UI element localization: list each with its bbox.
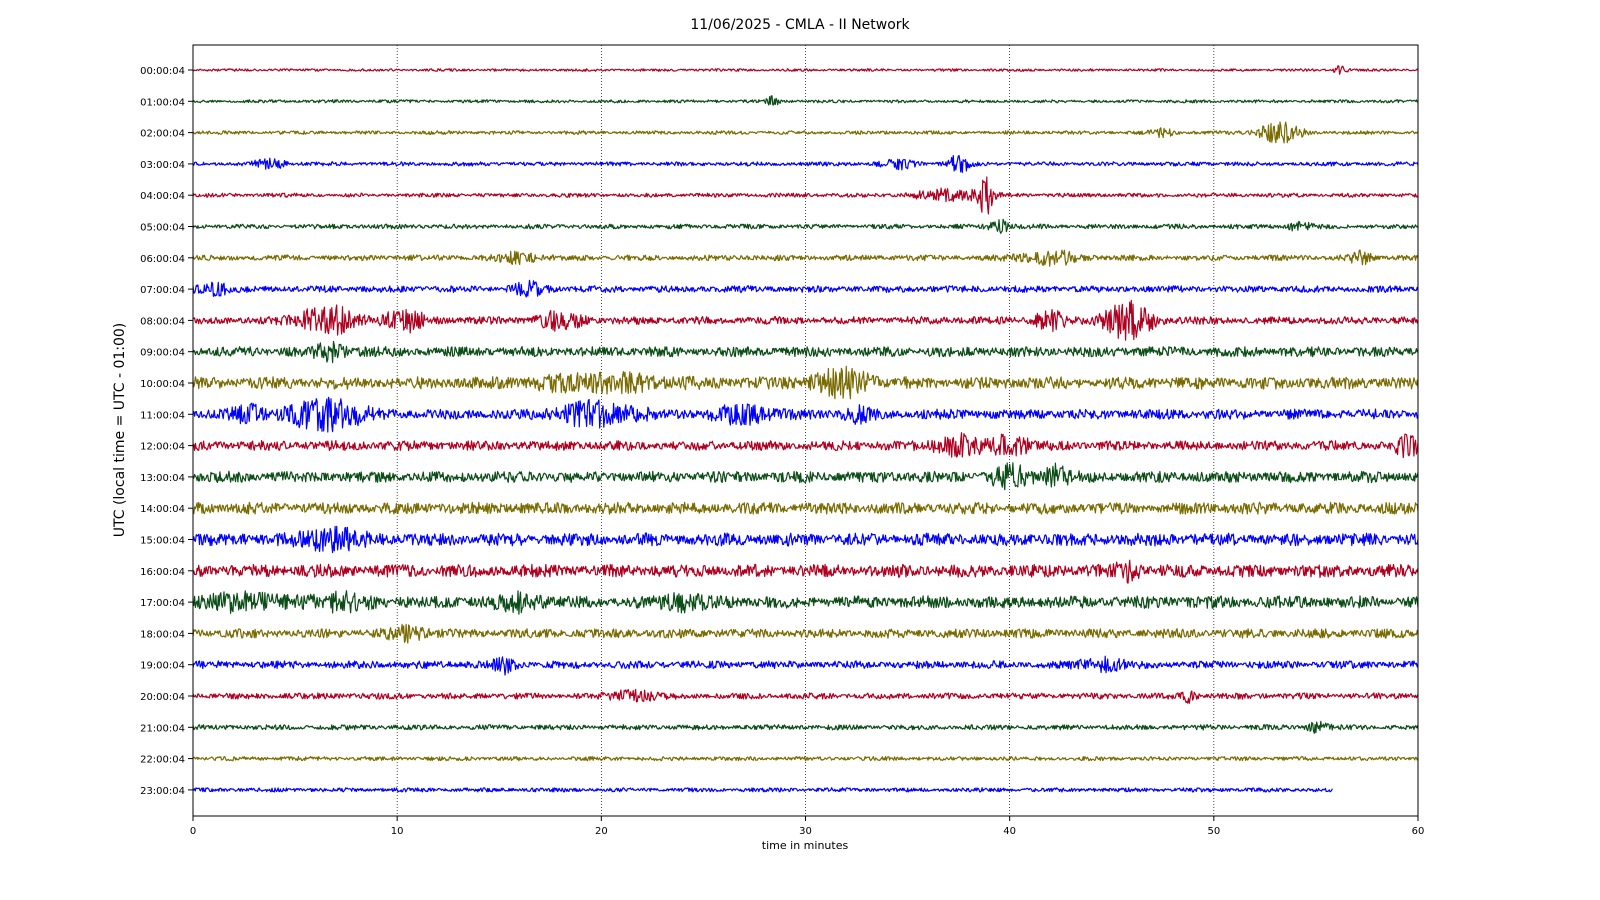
x-tick-label: 60 (1412, 826, 1425, 837)
y-tick-label: 18:00:04 (140, 629, 185, 640)
x-tick-label: 50 (1207, 826, 1220, 837)
x-tick-label: 0 (190, 826, 196, 837)
vertical-gridlines (396, 45, 1215, 816)
x-tick-label: 20 (595, 826, 608, 837)
trace-23-00-04 (192, 787, 1333, 793)
y-tick-label: 20:00:04 (140, 692, 185, 703)
trace-09-00-04 (192, 340, 1419, 364)
chart-title: 11/06/2025 - CMLA - II Network (690, 17, 910, 33)
trace-05-00-04 (192, 218, 1419, 234)
trace-02-00-04 (192, 121, 1419, 144)
y-tick-label: 17:00:04 (140, 598, 185, 609)
y-tick-label: 10:00:04 (140, 379, 185, 390)
trace-04-00-04 (192, 176, 1419, 215)
trace-03-00-04 (193, 154, 1419, 174)
y-tick-label: 11:00:04 (140, 410, 185, 421)
x-tick-label: 10 (391, 826, 404, 837)
x-axis-label: time in minutes (762, 839, 849, 852)
y-tick-label: 16:00:04 (140, 567, 185, 578)
trace-17-00-04 (193, 590, 1419, 615)
trace-11-00-04 (192, 396, 1419, 433)
y-tick-label: 09:00:04 (140, 348, 185, 359)
y-tick-label: 05:00:04 (140, 223, 185, 234)
trace-08-00-04 (192, 299, 1419, 341)
trace-06-00-04 (192, 249, 1419, 267)
y-tick-label: 13:00:04 (140, 473, 185, 484)
trace-01-00-04 (192, 95, 1419, 106)
y-tick-label: 02:00:04 (140, 129, 185, 140)
trace-12-00-04 (192, 432, 1419, 459)
y-tick-label: 00:00:04 (140, 66, 185, 77)
y-tick-labels: 00:00:04 01:00:04 02:00:04 03:00:04 04:00:04… (140, 66, 193, 797)
y-tick-label: 07:00:04 (140, 285, 185, 296)
y-tick-label: 12:00:04 (140, 442, 185, 453)
x-tick-label: 40 (1003, 826, 1016, 837)
trace-19-00-04 (192, 655, 1419, 676)
trace-14-00-04 (192, 501, 1419, 515)
trace-22-00-04 (192, 755, 1419, 762)
y-tick-label: 06:00:04 (140, 254, 185, 265)
trace-07-00-04 (192, 279, 1419, 298)
y-tick-label: 03:00:04 (140, 160, 185, 171)
trace-15-00-04 (192, 525, 1419, 554)
x-tick-label: 30 (799, 826, 812, 837)
trace-18-00-04 (192, 623, 1419, 644)
y-tick-label: 21:00:04 (140, 723, 185, 734)
trace-16-00-04 (192, 559, 1419, 584)
y-tick-label: 01:00:04 (140, 97, 185, 108)
seismogram-traces (192, 65, 1419, 793)
y-tick-label: 19:00:04 (140, 661, 185, 672)
y-tick-label: 14:00:04 (140, 504, 185, 515)
y-tick-label: 04:00:04 (140, 191, 185, 202)
trace-13-00-04 (192, 462, 1419, 491)
x-ticks: 0 10 20 30 40 50 60 (190, 816, 1425, 837)
plot-frame (192, 44, 1419, 817)
trace-21-00-04 (192, 720, 1419, 734)
trace-00-00-04 (192, 65, 1419, 75)
y-tick-label: 22:00:04 (140, 755, 185, 766)
y-tick-label: 08:00:04 (140, 316, 185, 327)
y-axis-label: UTC (local time = UTC - 01:00) (112, 323, 128, 538)
trace-10-00-04 (192, 365, 1419, 400)
trace-20-00-04 (192, 688, 1419, 704)
y-tick-label: 15:00:04 (140, 536, 185, 547)
y-tick-label: 23:00:04 (140, 786, 185, 797)
